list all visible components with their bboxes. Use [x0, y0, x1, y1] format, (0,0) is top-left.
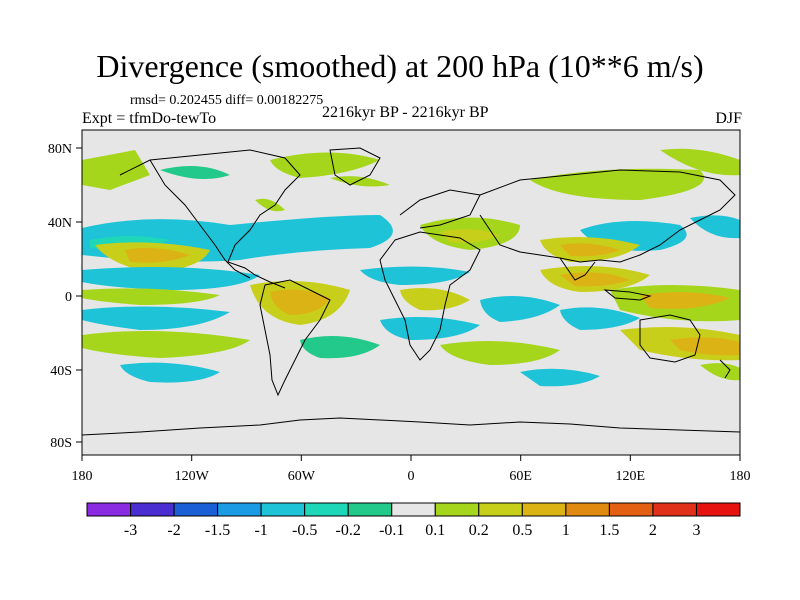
colorbar-swatch: [217, 502, 262, 517]
colorbar-label: 1: [562, 522, 570, 539]
stats-text: rmsd= 0.202455 diff= 0.00182275: [130, 93, 324, 108]
colorbar-swatch: [565, 502, 610, 517]
colorbar-label: 1.5: [599, 522, 619, 539]
y-tick-label: 40S: [50, 364, 72, 379]
colorbar-swatch: [652, 502, 697, 517]
colorbar-swatch: [695, 502, 741, 517]
colorbar-swatch: [608, 502, 654, 517]
colorbar-label: -1.5: [205, 522, 230, 539]
colorbar-label: -0.2: [336, 522, 361, 539]
x-tick-label: 120E: [616, 469, 646, 484]
y-tick-label: 80N: [48, 142, 72, 157]
x-tick-label: 60E: [509, 469, 532, 484]
colorbar-label: 0.2: [469, 522, 489, 539]
experiment-label: Expt = tfmDo-tewTo: [82, 110, 217, 127]
colorbar-swatch: [521, 502, 567, 517]
tick-marks: [76, 147, 741, 461]
colorbar-swatch: [173, 502, 219, 517]
colorbar-label: -3: [124, 522, 137, 539]
divergence-field: [82, 148, 740, 387]
colorbar-label: 2: [649, 522, 657, 539]
colorbar-label: -2: [167, 522, 180, 539]
period-label: 2216kyr BP - 2216kyr BP: [322, 104, 489, 121]
colorbar-swatch: [86, 502, 132, 517]
colorbar-label: -0.1: [379, 522, 404, 539]
colorbar-swatch: [434, 502, 480, 517]
x-tick-label: 0: [408, 469, 415, 484]
colorbar-label: 0.5: [512, 522, 532, 539]
colorbar-swatch: [391, 502, 436, 517]
map-title: Divergence (smoothed) at 200 hPa (10**6 …: [96, 48, 704, 84]
colorbar-label: 0.1: [425, 522, 445, 539]
season-label: DJF: [715, 110, 742, 127]
colorbar-label: -1: [254, 522, 267, 539]
colorbar-label: -0.5: [292, 522, 317, 539]
colorbar-swatch: [478, 502, 523, 517]
colorbar: -3 -2 -1.5 -1 -0.5 -0.2 -0.1 0.1 0.2 0.5 1 1.5 2 3: [86, 502, 741, 539]
y-tick-label: 80S: [50, 436, 72, 451]
colorbar-label: 3: [692, 522, 700, 539]
x-tick-label: 120W: [175, 469, 210, 484]
colorbar-swatch: [304, 502, 349, 517]
y-tick-label: 40N: [48, 216, 72, 231]
colorbar-swatch: [130, 502, 175, 517]
x-tick-label: 180: [730, 469, 751, 484]
coastlines: [82, 147, 740, 436]
colorbar-swatch: [347, 502, 393, 517]
y-tick-label: 0: [65, 290, 72, 305]
x-tick-label: 60W: [288, 469, 316, 484]
colorbar-swatch: [260, 502, 306, 517]
x-tick-label: 180: [72, 469, 93, 484]
